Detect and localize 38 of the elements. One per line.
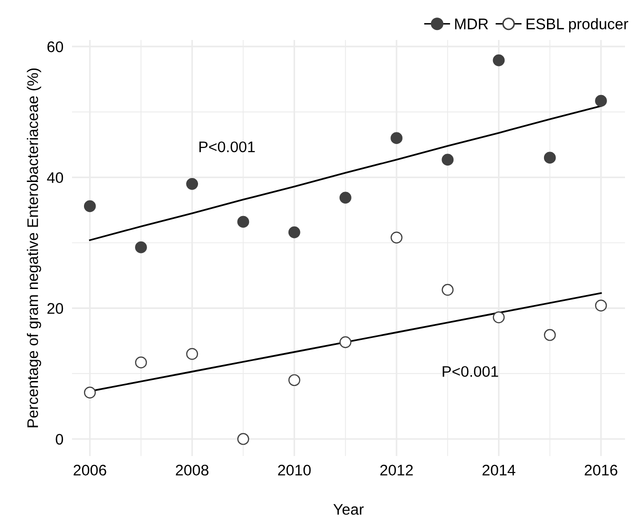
- point: [186, 348, 198, 360]
- annotation: P<0.001: [442, 366, 498, 377]
- legend-label: ESBL producer: [526, 18, 628, 32]
- point: [186, 178, 198, 190]
- x-tick-label: 2010: [278, 464, 311, 476]
- legend-label: MDR: [455, 18, 488, 30]
- point: [84, 200, 96, 212]
- y-tick-label: 20: [47, 303, 64, 314]
- y-tick-label: 40: [47, 172, 64, 184]
- x-tick-label: 2006: [74, 464, 106, 476]
- x-tick-label: 2016: [584, 464, 618, 476]
- point: [595, 300, 607, 312]
- point: [84, 386, 96, 398]
- point: [135, 241, 147, 254]
- y-tick-label: 60: [47, 41, 64, 52]
- point: [237, 433, 250, 445]
- point: [237, 216, 250, 228]
- x-tick-label: 2012: [380, 464, 413, 476]
- point: [544, 152, 556, 164]
- point: [390, 132, 402, 144]
- y-tick-label: 0: [56, 434, 64, 445]
- point: [340, 192, 352, 204]
- annotation: P<0.001: [199, 141, 255, 152]
- point: [340, 336, 352, 348]
- point: [442, 284, 454, 296]
- point: [288, 374, 300, 386]
- point: [544, 329, 556, 341]
- point: [492, 311, 505, 324]
- x-tick-label: 2014: [482, 464, 516, 476]
- point: [595, 94, 607, 107]
- point: [492, 54, 505, 66]
- x-tick-label: 2008: [176, 464, 208, 476]
- point: [442, 154, 454, 166]
- point: [135, 356, 147, 368]
- point: [390, 232, 402, 244]
- x-axis-title: Year: [333, 504, 364, 515]
- point: [288, 226, 300, 238]
- y-axis-title: Percentage of gram negative Enterobacteriaceae (%): [26, 68, 42, 428]
